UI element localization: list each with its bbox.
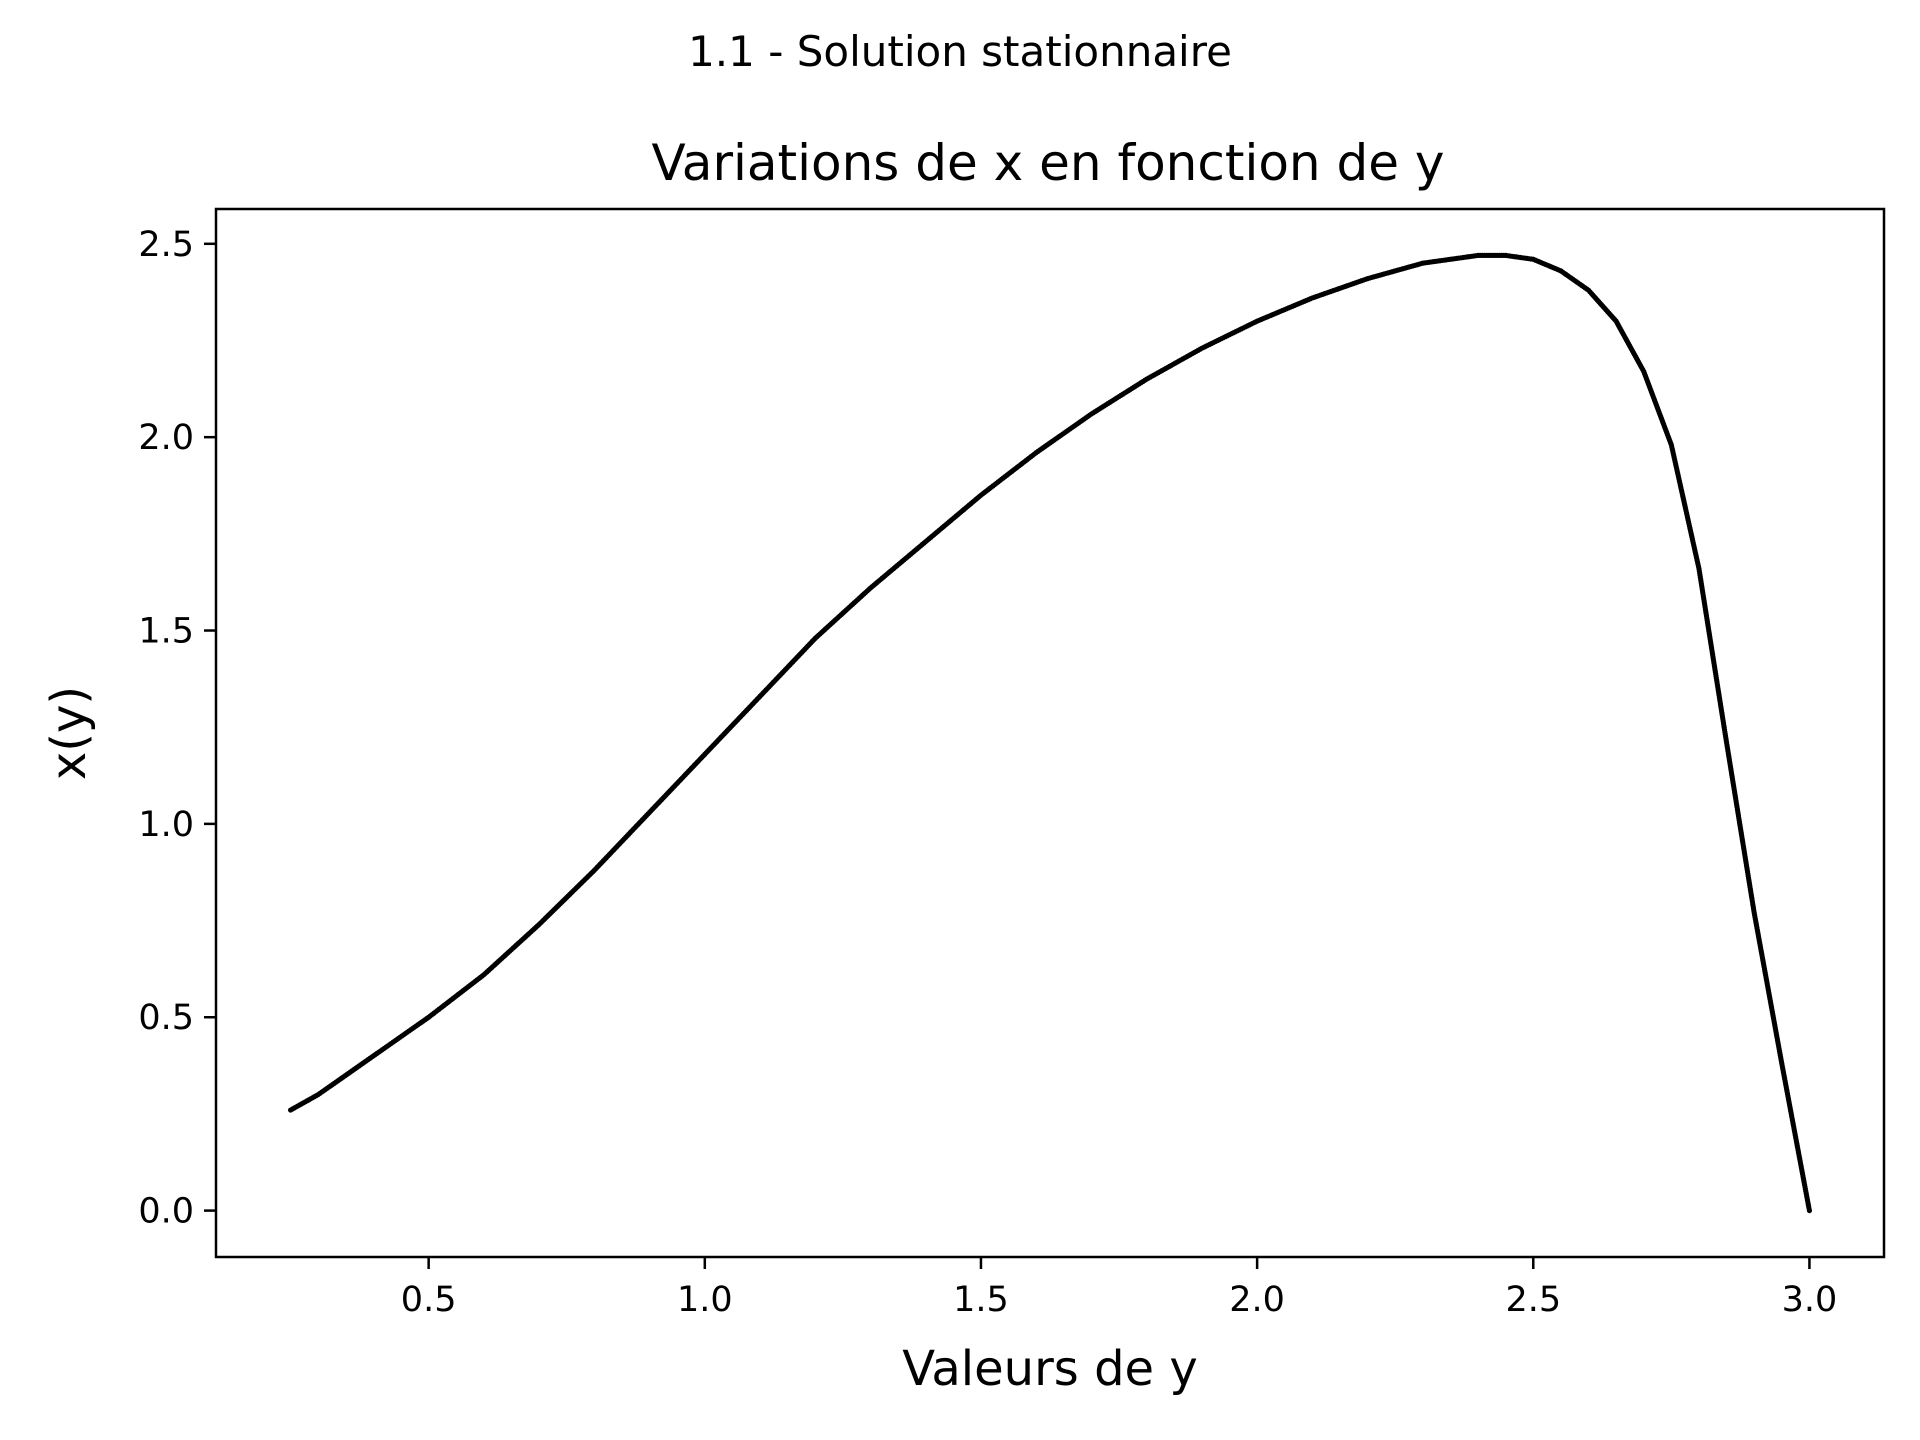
y-tick-label: 1.0 (138, 805, 194, 845)
y-tick-label: 0.0 (138, 1192, 194, 1232)
y-tick-label: 0.5 (138, 998, 194, 1038)
axes-frame (214, 207, 1886, 1259)
x-tick-label: 0.5 (401, 1280, 457, 1320)
chart-title: Variations de x en fonction de y (651, 134, 1444, 192)
x-tick-label: 1.0 (677, 1280, 733, 1320)
x-tick-label: 2.5 (1505, 1280, 1561, 1320)
y-tick-label: 2.0 (138, 418, 194, 458)
x-axis: 0.5 1.0 1.5 2.0 2.5 3.0 (401, 1257, 1837, 1320)
plot-area (287, 252, 1813, 1214)
y-tick-label: 2.5 (138, 225, 194, 265)
x-tick-label: 3.0 (1782, 1280, 1838, 1320)
y-axis: 0.0 0.5 1.0 1.5 2.0 2.5 (138, 225, 216, 1232)
scatter-point (1806, 1207, 1813, 1214)
x-tick-label: 1.5 (953, 1280, 1009, 1320)
chart-suptitle: 1.1 - Solution stationnaire (688, 27, 1232, 76)
y-tick-label: 1.5 (138, 612, 194, 652)
x-tick-label: 2.0 (1229, 1280, 1285, 1320)
x-axis-label: Valeurs de y (902, 1341, 1197, 1397)
y-axis-label: x(y) (41, 686, 97, 780)
